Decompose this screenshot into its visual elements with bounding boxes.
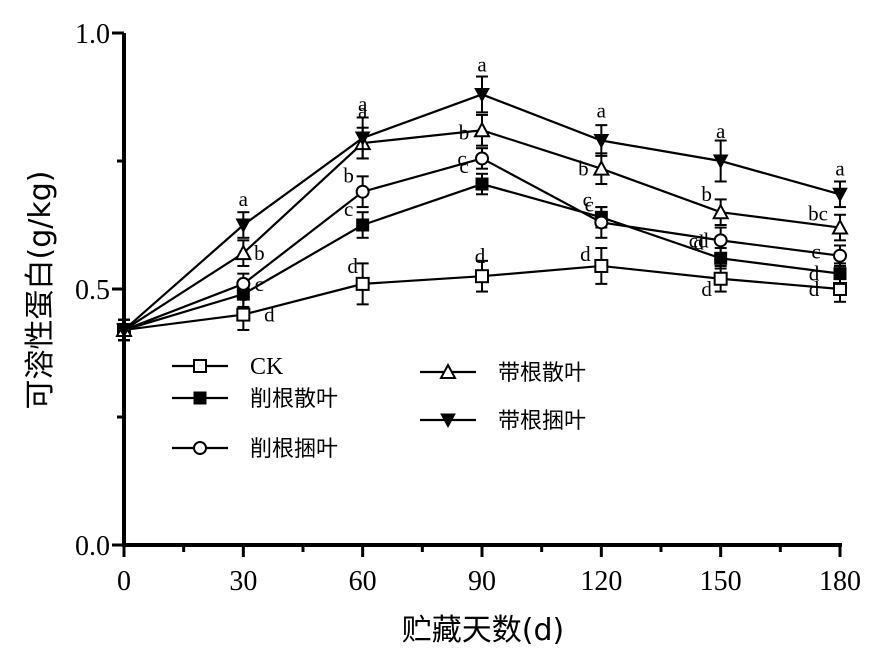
significance-label: b [254, 241, 265, 265]
legend-label: 带根散叶 [498, 361, 586, 386]
data-point [234, 244, 253, 261]
significance-label: d [809, 262, 820, 286]
significance-label: b [343, 164, 354, 188]
data-point [235, 218, 252, 234]
significance-label: d [347, 254, 358, 278]
y-tick-label: 1.0 [75, 19, 110, 50]
significance-label: d [580, 242, 591, 266]
data-point [594, 215, 609, 230]
legend-marker [193, 391, 207, 405]
significance-label: d [264, 303, 275, 327]
data-point [594, 258, 609, 273]
significance-label: a [597, 99, 607, 123]
significance-label: a [239, 187, 249, 211]
series-5 [116, 75, 848, 342]
significance-label: b [459, 120, 470, 144]
data-point [236, 276, 251, 291]
significance-label: c [811, 240, 820, 264]
data-point [713, 271, 728, 286]
tick-labels: 0 30 60 90 120 150 180 0.0 0.5 1.0 [75, 19, 861, 597]
data-point [356, 218, 370, 232]
legend-item: 削根捆叶 [172, 437, 338, 462]
x-tick-label: 60 [349, 566, 377, 597]
y-tick-label: 0.0 [75, 531, 110, 562]
data-point [833, 248, 847, 263]
data-point [474, 87, 490, 103]
x-tick-label: 0 [117, 566, 131, 597]
legend-label: CK [250, 354, 284, 380]
legend-marker [193, 359, 207, 373]
significance-label: c [459, 154, 468, 178]
significance-label: c [239, 282, 248, 306]
data-point [833, 267, 847, 281]
data-point [475, 151, 489, 166]
legend-label: 削根捆叶 [250, 437, 338, 462]
x-tick-label: 30 [229, 566, 257, 597]
legend-marker [439, 362, 457, 379]
data-point [236, 307, 251, 322]
significance-label: b [701, 182, 712, 206]
legend-marker [440, 413, 456, 429]
significance-label: c [255, 272, 264, 296]
significance-label: d [693, 230, 704, 254]
tick-marks [112, 31, 842, 557]
significance-label: c [585, 192, 594, 216]
legend-label: 带根捆叶 [498, 409, 586, 434]
data-point [475, 269, 489, 284]
data-point [355, 184, 370, 199]
y-axis-title: 可溶性蛋白(g/kg) [23, 171, 58, 410]
data-point [593, 134, 610, 149]
legend-marker [193, 441, 207, 455]
significance-label: bc [808, 202, 828, 226]
legend-item: 削根散叶 [172, 387, 338, 412]
significance-label: d [701, 277, 712, 301]
x-axis-title: 贮藏天数(d) [402, 613, 564, 648]
legend-label: 削根散叶 [250, 387, 338, 412]
significance-label: d [475, 244, 486, 268]
data-point [711, 203, 730, 220]
significance-label: c [344, 197, 353, 221]
x-tick-label: 180 [819, 566, 861, 597]
significance-label: c [583, 187, 592, 211]
legend-item: CK [172, 354, 284, 380]
significance-label: a [835, 156, 845, 180]
x-tick-label: 150 [700, 566, 742, 597]
significance-label: a [716, 119, 726, 143]
legend-item: 带根散叶 [420, 361, 586, 386]
data-point [592, 159, 611, 176]
data-point [116, 323, 132, 339]
data-point [713, 233, 728, 248]
legend-item: 带根捆叶 [420, 409, 586, 434]
data-point [475, 177, 489, 191]
series-3 [117, 147, 847, 342]
data-point [473, 121, 491, 138]
significance-label: c [457, 146, 466, 170]
significance-label: a [477, 52, 487, 76]
significance-label: a [358, 92, 368, 116]
x-tick-label: 90 [468, 566, 496, 597]
data-series [115, 75, 849, 342]
data-point [831, 218, 849, 235]
significance-label: d [809, 277, 820, 301]
significance-label: a [358, 99, 368, 123]
data-point [355, 276, 370, 291]
series-4 [115, 113, 849, 342]
data-point [712, 154, 729, 170]
y-tick-label: 0.5 [75, 275, 110, 306]
significance-label: cd [689, 228, 709, 252]
data-point [354, 131, 371, 147]
x-tick-label: 120 [580, 566, 622, 597]
data-point [832, 187, 848, 203]
significance-label: b [578, 157, 589, 181]
